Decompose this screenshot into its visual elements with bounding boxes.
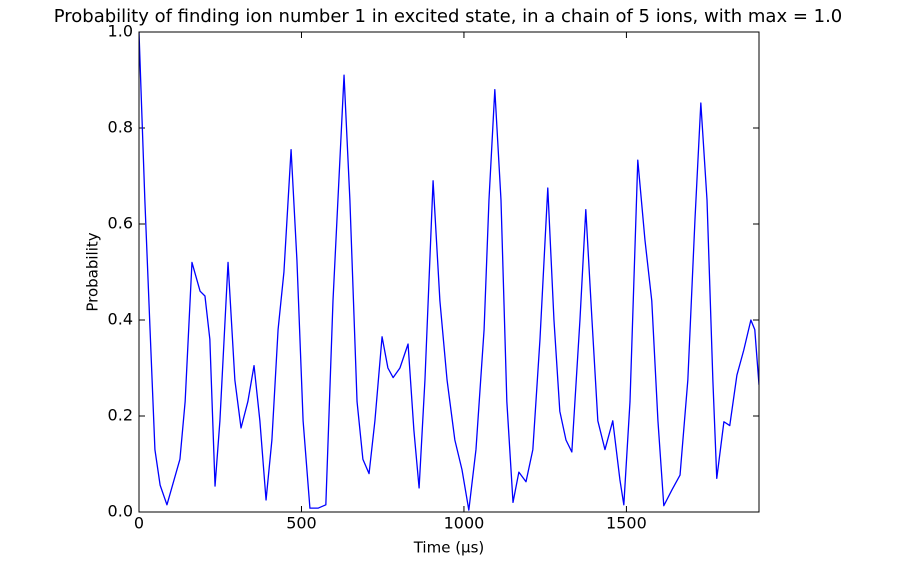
x-tick-label: 0	[134, 514, 144, 533]
x-tick-label: 500	[286, 514, 317, 533]
y-tick-label: 1.0	[108, 22, 133, 41]
chart-title: Probability of finding ion number 1 in e…	[54, 6, 843, 27]
line-series	[139, 32, 759, 511]
y-tick-label: 0.8	[108, 118, 133, 137]
y-tick-label: 0.4	[108, 310, 133, 329]
y-tick-label: 0.2	[108, 406, 133, 425]
y-tick-label: 0.0	[108, 502, 133, 521]
x-tick-label: 1500	[606, 514, 647, 533]
x-tick-label: 1000	[444, 514, 485, 533]
x-axis-label: Time (μs)	[413, 539, 485, 557]
y-tick-label: 0.6	[108, 214, 133, 233]
y-axis-label: Probability	[84, 232, 102, 311]
plot-frame	[138, 31, 760, 513]
